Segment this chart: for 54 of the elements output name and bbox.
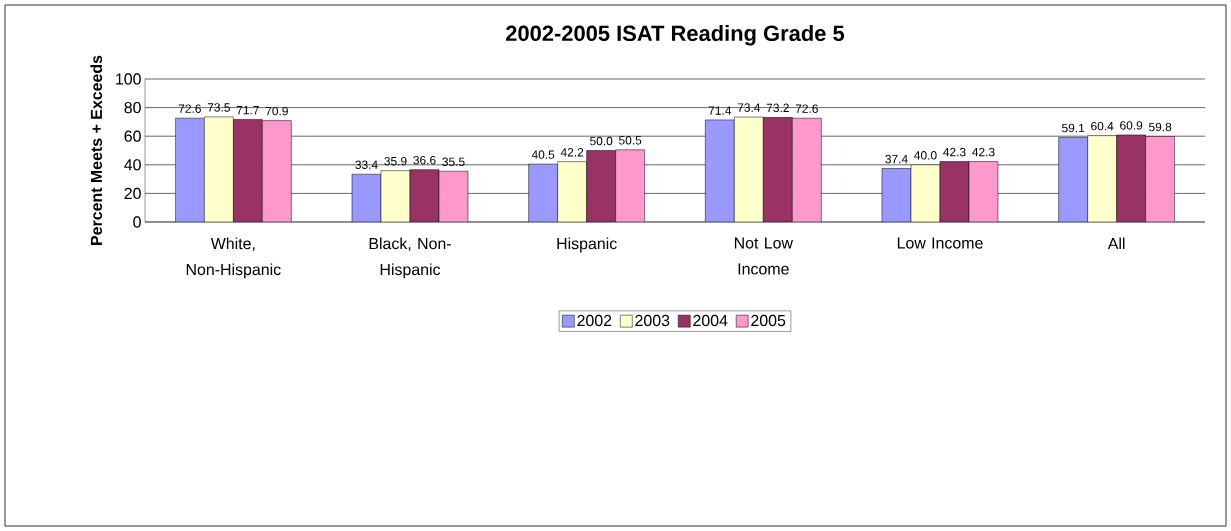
data-label: 60.9 (1120, 121, 1143, 130)
data-label: 35.9 (384, 156, 407, 166)
x-tick-label: Black, Non-Hispanic (369, 237, 451, 279)
bar (968, 161, 999, 222)
x-tick-label: Low Income (897, 237, 983, 249)
legend-label: 2003 (635, 314, 670, 327)
x-tick-label: Hispanic (557, 237, 617, 253)
bar (705, 119, 735, 222)
x-tick-label: All (1107, 237, 1125, 250)
data-label: 73.2 (766, 103, 789, 113)
data-label: 73.4 (737, 103, 761, 112)
bar (615, 149, 645, 222)
y-tick-label: 100 (116, 73, 141, 85)
y-tick-label: 0 (133, 216, 141, 228)
bar (175, 117, 205, 222)
data-label: 40.0 (914, 151, 937, 160)
data-label: 42.2 (560, 148, 584, 157)
data-label: 72.6 (795, 104, 818, 113)
legend-label: 2004 (693, 314, 728, 327)
data-label: 73.5 (207, 103, 230, 112)
bar (528, 163, 558, 222)
y-tick-label: 80 (124, 101, 141, 114)
y-axis-title: Percent Meets + Exceeds (90, 55, 103, 245)
data-label: 50.5 (619, 136, 642, 145)
legend-label: 2005 (751, 314, 786, 327)
y-tick-label: 60 (124, 130, 141, 142)
bar (438, 170, 469, 222)
bar (1145, 136, 1175, 222)
data-label: 33.4 (355, 160, 378, 169)
data-label: 72.6 (178, 104, 201, 113)
data-label: 71.4 (708, 106, 732, 115)
bar (262, 120, 292, 222)
data-label: 37.4 (885, 154, 908, 164)
data-label: 59.1 (1061, 123, 1085, 133)
data-label: 42.3 (943, 147, 966, 157)
bar (351, 173, 382, 222)
legend-label: 2002 (577, 314, 612, 327)
y-tick-label: 40 (124, 159, 141, 171)
x-tick-label: White, Non-Hispanic (186, 237, 281, 279)
data-label: 50.0 (590, 136, 613, 146)
data-label: 35.5 (442, 157, 465, 166)
bar (792, 117, 822, 222)
y-tick-label: 20 (124, 187, 141, 200)
x-tick-label: Not Low Income (734, 237, 794, 275)
bar (881, 168, 912, 222)
data-label: 42.3 (972, 147, 995, 157)
data-label: 36.6 (413, 155, 436, 165)
data-label: 71.7 (236, 106, 259, 115)
data-label: 40.5 (531, 150, 555, 159)
bar (1058, 137, 1088, 222)
data-label: 60.4 (1091, 121, 1114, 131)
data-label: 59.8 (1148, 122, 1172, 132)
chart-title: 2002-2005 ISAT Reading Grade 5 (506, 24, 845, 46)
data-label: 70.9 (265, 106, 288, 116)
